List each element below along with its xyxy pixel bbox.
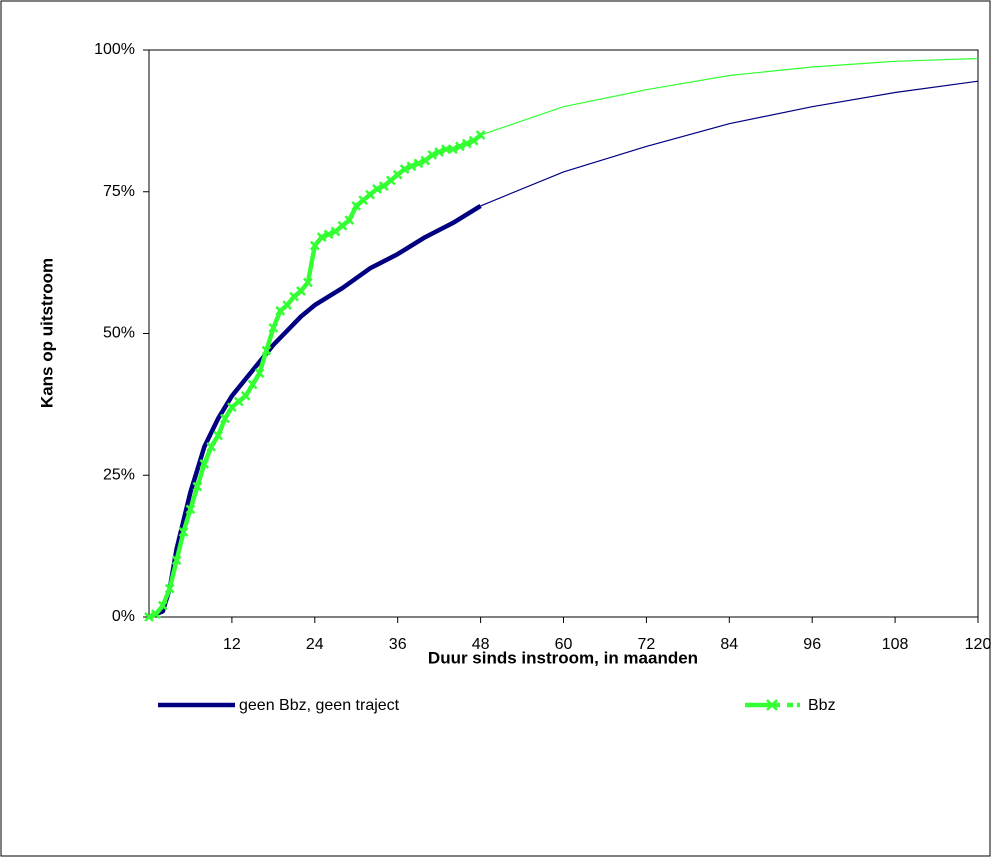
marker — [185, 504, 196, 515]
marker — [448, 144, 458, 155]
marker — [316, 232, 327, 242]
legend-label: Bbz — [808, 697, 836, 714]
marker — [413, 158, 424, 169]
x-tick-label: 36 — [389, 636, 407, 653]
x-tick-label: 60 — [555, 636, 573, 653]
marker — [461, 138, 472, 149]
x-tick-label: 84 — [720, 636, 738, 653]
y-tick-label: 75% — [103, 183, 135, 200]
marker — [254, 368, 265, 379]
marker — [344, 215, 355, 225]
x-tick-label: 12 — [223, 636, 241, 653]
projection-line — [480, 80, 979, 207]
y-axis-title: Kans op uitstroom — [37, 258, 56, 408]
marker — [406, 161, 417, 172]
marker — [323, 229, 334, 240]
marker — [296, 286, 306, 296]
x-tick-label: 48 — [472, 636, 490, 653]
marker — [475, 130, 486, 140]
y-tick-label: 50% — [103, 325, 135, 342]
y-tick-label: 0% — [112, 608, 135, 625]
marker — [766, 699, 778, 711]
projection-line — [480, 57, 979, 136]
marker — [178, 527, 189, 537]
marker — [206, 442, 217, 452]
marker — [220, 413, 230, 424]
marker — [427, 150, 438, 160]
y-tick-label: 100% — [94, 41, 135, 58]
marker — [268, 322, 279, 333]
marker — [192, 481, 203, 492]
marker — [303, 277, 313, 288]
marker — [164, 583, 175, 594]
marker — [434, 147, 445, 157]
marker — [247, 379, 258, 390]
marker — [199, 459, 210, 469]
x-tick-label: 24 — [306, 636, 324, 653]
y-tick-label: 25% — [103, 466, 135, 483]
x-axis-title: Duur sinds instroom, in maanden — [428, 648, 698, 667]
marker — [454, 141, 465, 152]
marker — [240, 390, 251, 401]
x-tick-label: 120 — [965, 636, 992, 653]
marker — [171, 555, 182, 566]
x-tick-label: 96 — [803, 636, 821, 653]
marker — [309, 240, 320, 251]
marker — [282, 300, 293, 311]
marker — [151, 609, 161, 620]
marker — [372, 184, 382, 194]
legend-label: geen Bbz, geen traject — [239, 697, 400, 714]
x-tick-label: 72 — [638, 636, 656, 653]
marker — [213, 430, 223, 441]
x-tick-label: 108 — [882, 636, 909, 653]
marker — [144, 612, 154, 622]
marker — [261, 345, 272, 356]
marker — [399, 164, 410, 174]
marker — [157, 600, 168, 611]
